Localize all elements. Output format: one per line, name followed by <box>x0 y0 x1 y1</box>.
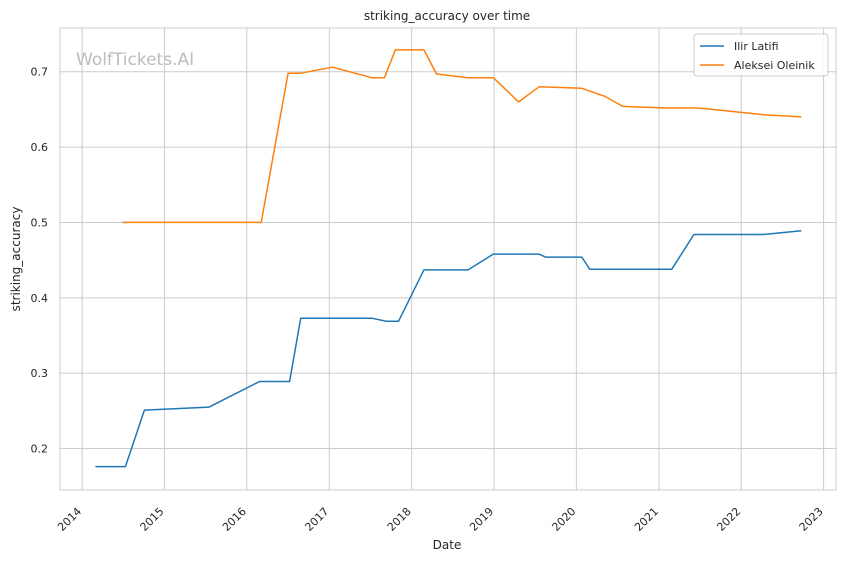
y-tick-label: 0.2 <box>31 443 49 456</box>
y-tick-label: 0.5 <box>31 216 49 229</box>
y-tick-label: 0.6 <box>31 141 49 154</box>
y-tick-label: 0.7 <box>31 66 49 79</box>
y-tick-label: 0.3 <box>31 367 49 380</box>
y-tick-label: 0.4 <box>31 292 49 305</box>
x-tick-labels: 2014 2015 2016 2017 2018 2019 2020 2021 2022 2023 <box>55 505 825 534</box>
y-tick-labels: 0.2 0.3 0.4 0.5 0.6 0.7 <box>31 66 49 456</box>
y-axis-title: striking_accuracy <box>9 207 23 312</box>
plot-frame <box>59 27 837 491</box>
series-line-ilir-latifi <box>95 229 802 468</box>
plot-background <box>60 28 836 490</box>
chart-title: striking_accuracy over time <box>364 9 530 23</box>
plot-area <box>59 27 837 491</box>
legend: Ilir Latifi Aleksei Oleinik <box>693 33 829 77</box>
x-axis-title: Date <box>433 538 462 552</box>
watermark: WolfTickets.AI <box>76 50 194 70</box>
legend-label-ilir-latifi: Ilir Latifi <box>734 40 779 53</box>
x-gridlines <box>81 28 825 490</box>
legend-box <box>693 33 829 77</box>
series-layer <box>95 49 802 468</box>
series-line-aleksei-oleinik <box>122 49 802 224</box>
legend-label-aleksei-oleinik: Aleksei Oleinik <box>734 59 815 72</box>
